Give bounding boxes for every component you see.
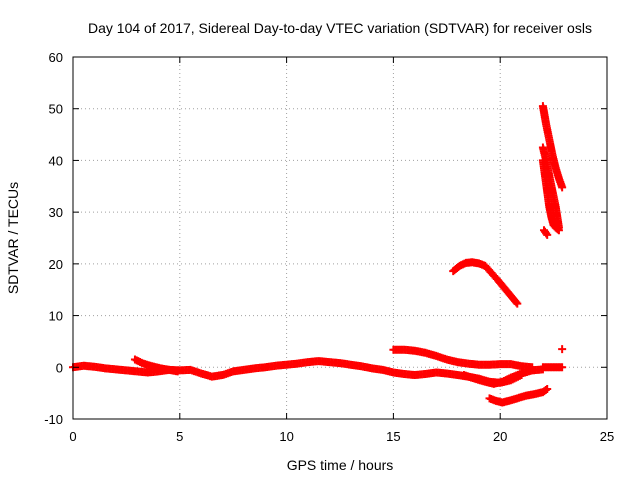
series-steep-low [538,156,563,235]
series-short-segment [539,226,552,239]
series-arc [449,258,522,308]
data-point [554,226,563,235]
x-tick-label: 5 [176,429,183,444]
y-tick-label: 40 [49,153,63,168]
y-tick-label: 10 [49,309,63,324]
y-tick-label: 30 [49,205,63,220]
data-point [513,299,522,308]
data-point [173,367,182,376]
series-upper-branch [389,345,537,372]
y-tick-label: 0 [56,360,63,375]
series-steep-top [538,102,567,192]
data-points [69,102,567,407]
chart-title: Day 104 of 2017, Sidereal Day-to-day VTE… [88,20,592,36]
series-bottom-branch [485,385,552,407]
y-axis-label: SDTVAR / TECUs [5,182,21,294]
axis-ticks [72,56,608,420]
x-tick-label: 10 [279,429,293,444]
data-point [558,183,567,192]
x-tick-label: 25 [600,429,614,444]
data-point [543,230,552,239]
series-late-spike [558,345,567,354]
y-tick-label: 60 [49,50,63,65]
y-tick-label: 50 [49,102,63,117]
x-tick-label: 15 [386,429,400,444]
y-tick-label: -10 [44,412,63,427]
y-tick-label: 20 [49,257,63,272]
x-axis-label: GPS time / hours [287,457,394,473]
x-tick-label: 20 [493,429,507,444]
data-point [558,345,567,354]
series-lower-branch [459,365,547,388]
data-point [543,385,552,394]
data-point [558,363,567,372]
series-thin-band-2-5h [130,355,182,376]
series-late-flat [538,363,567,372]
x-tick-label: 0 [69,429,76,444]
plot-frame [72,56,608,420]
